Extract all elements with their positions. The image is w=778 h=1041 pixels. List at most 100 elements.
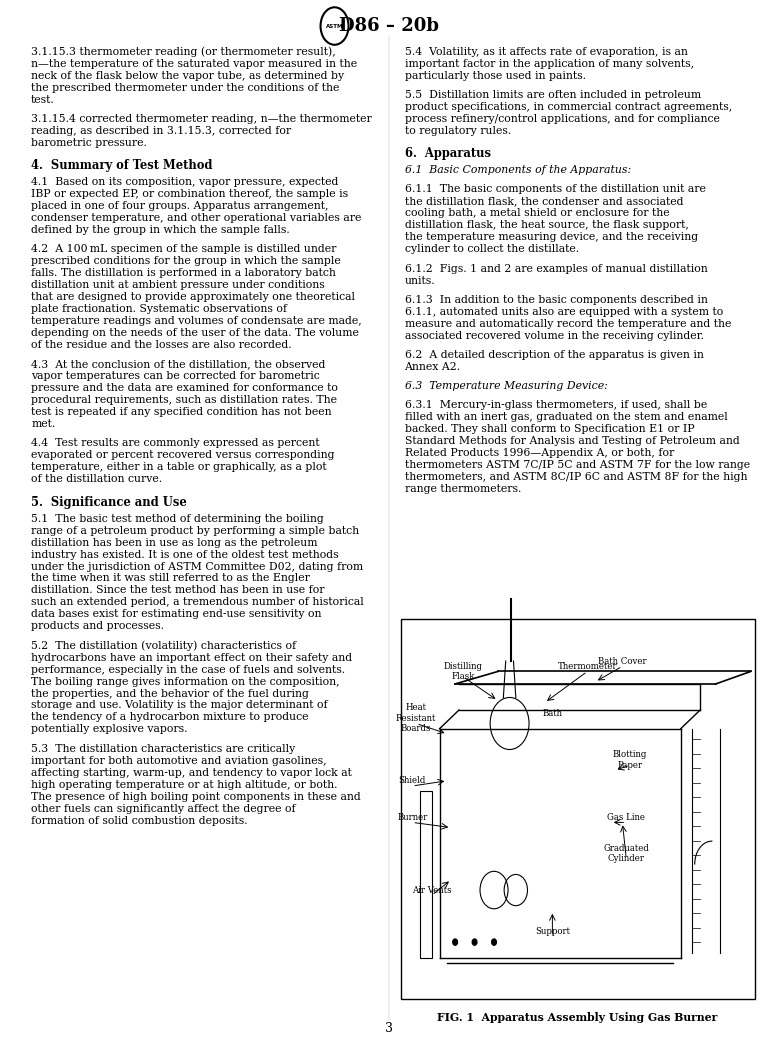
Text: temperature, either in a table or graphically, as a plot: temperature, either in a table or graphi… [31, 462, 327, 473]
Circle shape [472, 939, 477, 945]
Text: Burner: Burner [397, 813, 428, 821]
Text: 4.  Summary of Test Method: 4. Summary of Test Method [31, 159, 212, 173]
Text: important factor in the application of many solvents,: important factor in the application of m… [405, 58, 694, 69]
Text: 6.1  Basic Components of the Apparatus:: 6.1 Basic Components of the Apparatus: [405, 166, 631, 175]
FancyBboxPatch shape [401, 619, 755, 999]
Text: ASTM: ASTM [326, 24, 343, 28]
Text: 6.1.3  In addition to the basic components described in: 6.1.3 In addition to the basic component… [405, 295, 707, 305]
Text: range thermometers.: range thermometers. [405, 484, 521, 494]
Text: distillation flask, the heat source, the flask support,: distillation flask, the heat source, the… [405, 221, 689, 230]
FancyBboxPatch shape [420, 791, 432, 958]
Text: backed. They shall conform to Specification E1 or IP: backed. They shall conform to Specificat… [405, 425, 694, 434]
Text: evaporated or percent recovered versus corresponding: evaporated or percent recovered versus c… [31, 451, 335, 460]
Text: hydrocarbons have an important effect on their safety and: hydrocarbons have an important effect on… [31, 653, 352, 663]
Text: 6.  Apparatus: 6. Apparatus [405, 148, 491, 160]
Text: 4.4  Test results are commonly expressed as percent: 4.4 Test results are commonly expressed … [31, 438, 320, 449]
Text: vapor temperatures can be corrected for barometric: vapor temperatures can be corrected for … [31, 372, 320, 381]
Text: Annex A2.: Annex A2. [405, 362, 461, 372]
Text: the temperature measuring device, and the receiving: the temperature measuring device, and th… [405, 232, 698, 243]
Text: distillation. Since the test method has been in use for: distillation. Since the test method has … [31, 585, 324, 595]
Text: depending on the needs of the user of the data. The volume: depending on the needs of the user of th… [31, 328, 359, 338]
Text: Heat
Resistant
Boards: Heat Resistant Boards [396, 704, 436, 733]
Text: formation of solid combustion deposits.: formation of solid combustion deposits. [31, 815, 247, 826]
Text: such an extended period, a tremendous number of historical: such an extended period, a tremendous nu… [31, 598, 364, 608]
Text: of the distillation curve.: of the distillation curve. [31, 475, 163, 484]
Text: The boiling range gives information on the composition,: The boiling range gives information on t… [31, 677, 340, 687]
Text: cylinder to collect the distillate.: cylinder to collect the distillate. [405, 245, 579, 254]
Text: 6.1.1, automated units also are equipped with a system to: 6.1.1, automated units also are equipped… [405, 307, 723, 316]
Text: procedural requirements, such as distillation rates. The: procedural requirements, such as distill… [31, 396, 337, 405]
Text: 6.1.2  Figs. 1 and 2 are examples of manual distillation: 6.1.2 Figs. 1 and 2 are examples of manu… [405, 263, 707, 274]
Text: performance, especially in the case of fuels and solvents.: performance, especially in the case of f… [31, 664, 345, 675]
Text: 5.5  Distillation limits are often included in petroleum: 5.5 Distillation limits are often includ… [405, 90, 701, 100]
Text: 4.1  Based on its composition, vapor pressure, expected: 4.1 Based on its composition, vapor pres… [31, 177, 338, 187]
Text: The presence of high boiling point components in these and: The presence of high boiling point compo… [31, 791, 361, 802]
Text: n—the temperature of the saturated vapor measured in the: n—the temperature of the saturated vapor… [31, 58, 357, 69]
Text: test.: test. [31, 95, 55, 105]
Text: affecting starting, warm-up, and tendency to vapor lock at: affecting starting, warm-up, and tendenc… [31, 767, 352, 778]
Text: prescribed conditions for the group in which the sample: prescribed conditions for the group in w… [31, 256, 341, 266]
Text: Bath Cover: Bath Cover [598, 657, 647, 665]
Text: process refinery/control applications, and for compliance: process refinery/control applications, a… [405, 113, 720, 124]
Text: temperature readings and volumes of condensate are made,: temperature readings and volumes of cond… [31, 316, 362, 326]
Text: storage and use. Volatility is the major determinant of: storage and use. Volatility is the major… [31, 701, 328, 711]
Text: the properties, and the behavior of the fuel during: the properties, and the behavior of the … [31, 688, 309, 699]
Text: 6.1.1  The basic components of the distillation unit are: 6.1.1 The basic components of the distil… [405, 184, 706, 195]
Text: Shield: Shield [398, 777, 426, 785]
Text: high operating temperature or at high altitude, or both.: high operating temperature or at high al… [31, 780, 338, 790]
Text: D86 – 20b: D86 – 20b [339, 17, 439, 35]
Text: Graduated
Cylinder: Graduated Cylinder [604, 844, 649, 863]
Text: Support: Support [535, 928, 569, 936]
Text: associated recovered volume in the receiving cylinder.: associated recovered volume in the recei… [405, 331, 703, 340]
Text: plate fractionation. Systematic observations of: plate fractionation. Systematic observat… [31, 304, 287, 314]
Text: under the jurisdiction of ASTM Committee D02, dating from: under the jurisdiction of ASTM Committee… [31, 561, 363, 572]
Text: the distillation flask, the condenser and associated: the distillation flask, the condenser an… [405, 197, 683, 206]
Text: data bases exist for estimating end-use sensitivity on: data bases exist for estimating end-use … [31, 609, 321, 619]
Text: of the residue and the losses are also recorded.: of the residue and the losses are also r… [31, 340, 292, 350]
Text: 6.3.1  Mercury-in-glass thermometers, if used, shall be: 6.3.1 Mercury-in-glass thermometers, if … [405, 401, 706, 410]
Text: 5.1  The basic test method of determining the boiling: 5.1 The basic test method of determining… [31, 513, 324, 524]
Text: Air Vents: Air Vents [412, 886, 451, 894]
Text: industry has existed. It is one of the oldest test methods: industry has existed. It is one of the o… [31, 550, 338, 560]
Text: 5.4  Volatility, as it affects rate of evaporation, is an: 5.4 Volatility, as it affects rate of ev… [405, 47, 688, 57]
Text: Related Products 1996—Appendix A, or both, for: Related Products 1996—Appendix A, or bot… [405, 449, 674, 458]
Text: the prescribed thermometer under the conditions of the: the prescribed thermometer under the con… [31, 82, 339, 93]
Text: range of a petroleum product by performing a simple batch: range of a petroleum product by performi… [31, 526, 359, 536]
Text: 3.1.15.4 corrected thermometer reading, n—the thermometer: 3.1.15.4 corrected thermometer reading, … [31, 113, 372, 124]
Text: test is repeated if any specified condition has not been: test is repeated if any specified condit… [31, 407, 331, 417]
Text: falls. The distillation is performed in a laboratory batch: falls. The distillation is performed in … [31, 269, 336, 278]
Text: important for both automotive and aviation gasolines,: important for both automotive and aviati… [31, 756, 327, 766]
Text: Standard Methods for Analysis and Testing of Petroleum and: Standard Methods for Analysis and Testin… [405, 436, 739, 447]
Text: defined by the group in which the sample falls.: defined by the group in which the sample… [31, 225, 290, 235]
Text: barometric pressure.: barometric pressure. [31, 137, 147, 148]
Circle shape [453, 939, 457, 945]
Text: particularly those used in paints.: particularly those used in paints. [405, 71, 586, 81]
Text: placed in one of four groups. Apparatus arrangement,: placed in one of four groups. Apparatus … [31, 201, 328, 211]
Text: other fuels can significantly affect the degree of: other fuels can significantly affect the… [31, 804, 296, 814]
Text: 6.3  Temperature Measuring Device:: 6.3 Temperature Measuring Device: [405, 381, 608, 391]
Text: potentially explosive vapors.: potentially explosive vapors. [31, 725, 187, 735]
Text: product specifications, in commercial contract agreements,: product specifications, in commercial co… [405, 102, 732, 112]
Text: neck of the flask below the vapor tube, as determined by: neck of the flask below the vapor tube, … [31, 71, 344, 81]
Text: to regulatory rules.: to regulatory rules. [405, 126, 511, 136]
Text: cooling bath, a metal shield or enclosure for the: cooling bath, a metal shield or enclosur… [405, 208, 669, 219]
Text: that are designed to provide approximately one theoretical: that are designed to provide approximate… [31, 293, 355, 302]
Text: products and processes.: products and processes. [31, 621, 164, 632]
Text: measure and automatically record the temperature and the: measure and automatically record the tem… [405, 319, 731, 329]
Text: condenser temperature, and other operational variables are: condenser temperature, and other operati… [31, 213, 362, 223]
Text: 5.  Significance and Use: 5. Significance and Use [31, 496, 187, 509]
Text: distillation has been in use as long as the petroleum: distillation has been in use as long as … [31, 537, 317, 548]
Text: the time when it was still referred to as the Engler: the time when it was still referred to a… [31, 574, 310, 584]
Text: 5.2  The distillation (volatility) characteristics of: 5.2 The distillation (volatility) charac… [31, 640, 296, 652]
Text: Distilling
Flask: Distilling Flask [443, 662, 482, 681]
Text: IBP or expected EP, or combination thereof, the sample is: IBP or expected EP, or combination there… [31, 189, 349, 199]
Text: 4.2  A 100 mL specimen of the sample is distilled under: 4.2 A 100 mL specimen of the sample is d… [31, 245, 337, 254]
Text: thermometers ASTM 7C/IP 5C and ASTM 7F for the low range: thermometers ASTM 7C/IP 5C and ASTM 7F f… [405, 460, 750, 471]
Text: the tendency of a hydrocarbon mixture to produce: the tendency of a hydrocarbon mixture to… [31, 712, 309, 722]
Text: FIG. 1  Apparatus Assembly Using Gas Burner: FIG. 1 Apparatus Assembly Using Gas Burn… [437, 1012, 718, 1023]
Text: units.: units. [405, 276, 435, 285]
Text: filled with an inert gas, graduated on the stem and enamel: filled with an inert gas, graduated on t… [405, 412, 727, 423]
Text: Gas Line: Gas Line [608, 813, 645, 821]
Text: pressure and the data are examined for conformance to: pressure and the data are examined for c… [31, 383, 338, 393]
Text: 6.2  A detailed description of the apparatus is given in: 6.2 A detailed description of the appara… [405, 350, 703, 360]
